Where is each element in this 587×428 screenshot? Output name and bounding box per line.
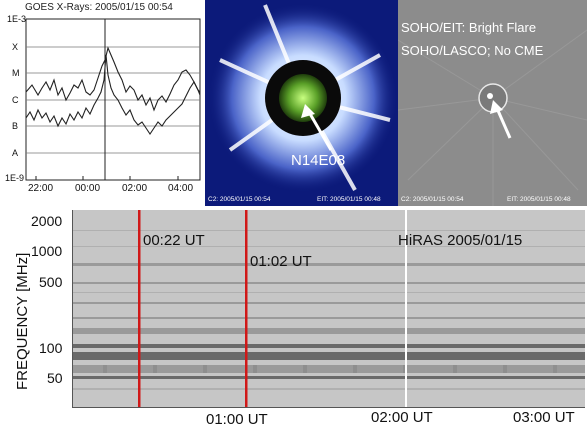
frequency-axis-title: FREQUENCY [MHz]: [14, 252, 31, 390]
time-tick-label: 03:00 UT: [513, 409, 575, 426]
hiras-title: HiRAS 2005/01/15: [398, 232, 523, 249]
goes-plot: [25, 18, 201, 181]
freq-tick-label: 100: [39, 340, 63, 356]
goes-y-label: 1E-9: [5, 173, 25, 183]
flare-location-label: N14E08: [291, 152, 346, 169]
goes-title: GOES X-Rays: 2005/01/15 00:54: [25, 2, 173, 13]
goes-x-label: 02:00: [122, 183, 148, 194]
lasco-footer-left: C2: 2005/01/15 00:54: [208, 196, 271, 203]
time-tick-label: 01:00 UT: [206, 411, 268, 428]
freq-tick-label: 1000: [31, 243, 63, 259]
goes-y-label: C: [12, 95, 19, 105]
freq-tick-label: 50: [47, 370, 63, 386]
eit-difference-image: [398, 29, 587, 206]
marker-label-0102: 01:02 UT: [250, 253, 312, 270]
lasco-coronagraph-image: [208, 3, 398, 193]
marker-label-0022: 00:22 UT: [143, 232, 205, 249]
freq-tick-label: 500: [39, 274, 63, 290]
goes-x-label: 04:00: [168, 183, 194, 194]
eit-title-line2: SOHO/LASCO; No CME: [401, 43, 544, 58]
eit-footer-left: C2: 2005/01/15 00:54: [401, 196, 464, 203]
goes-y-label: X: [12, 42, 19, 52]
eit-footer-right: EIT: 2005/01/15 00:48: [507, 196, 571, 203]
eit-difference-panel: SOHO/EIT: Bright Flare SOHO/LASCO; No CM…: [398, 0, 587, 206]
time-tick-label: 02:00 UT: [371, 409, 433, 426]
spectrogram-image: [73, 210, 585, 407]
goes-y-label: A: [12, 148, 19, 158]
eit-title-line1: SOHO/EIT: Bright Flare: [401, 20, 537, 35]
lasco-image-panel: N14E08 C2: 2005/01/15 00:54 EIT: 2005/01…: [205, 0, 398, 206]
freq-tick-label: 2000: [31, 213, 63, 229]
lasco-footer-right: EIT: 2005/01/15 00:48: [317, 196, 381, 203]
goes-x-label: 00:00: [75, 183, 101, 194]
goes-y-label: 1E-3: [7, 14, 27, 24]
marker-line-0022: [138, 210, 141, 407]
data-gap-line: [405, 210, 407, 407]
hiras-spectrogram: 00:22 UT 01:02 UT HiRAS 2005/01/15: [72, 210, 585, 408]
goes-panel: GOES X-Rays: 2005/01/15 00:54 1E-3 X M C…: [0, 0, 205, 206]
goes-y-label: B: [12, 121, 19, 131]
marker-line-0102: [245, 210, 248, 407]
goes-y-label: M: [12, 68, 20, 78]
goes-x-label: 22:00: [28, 183, 54, 194]
